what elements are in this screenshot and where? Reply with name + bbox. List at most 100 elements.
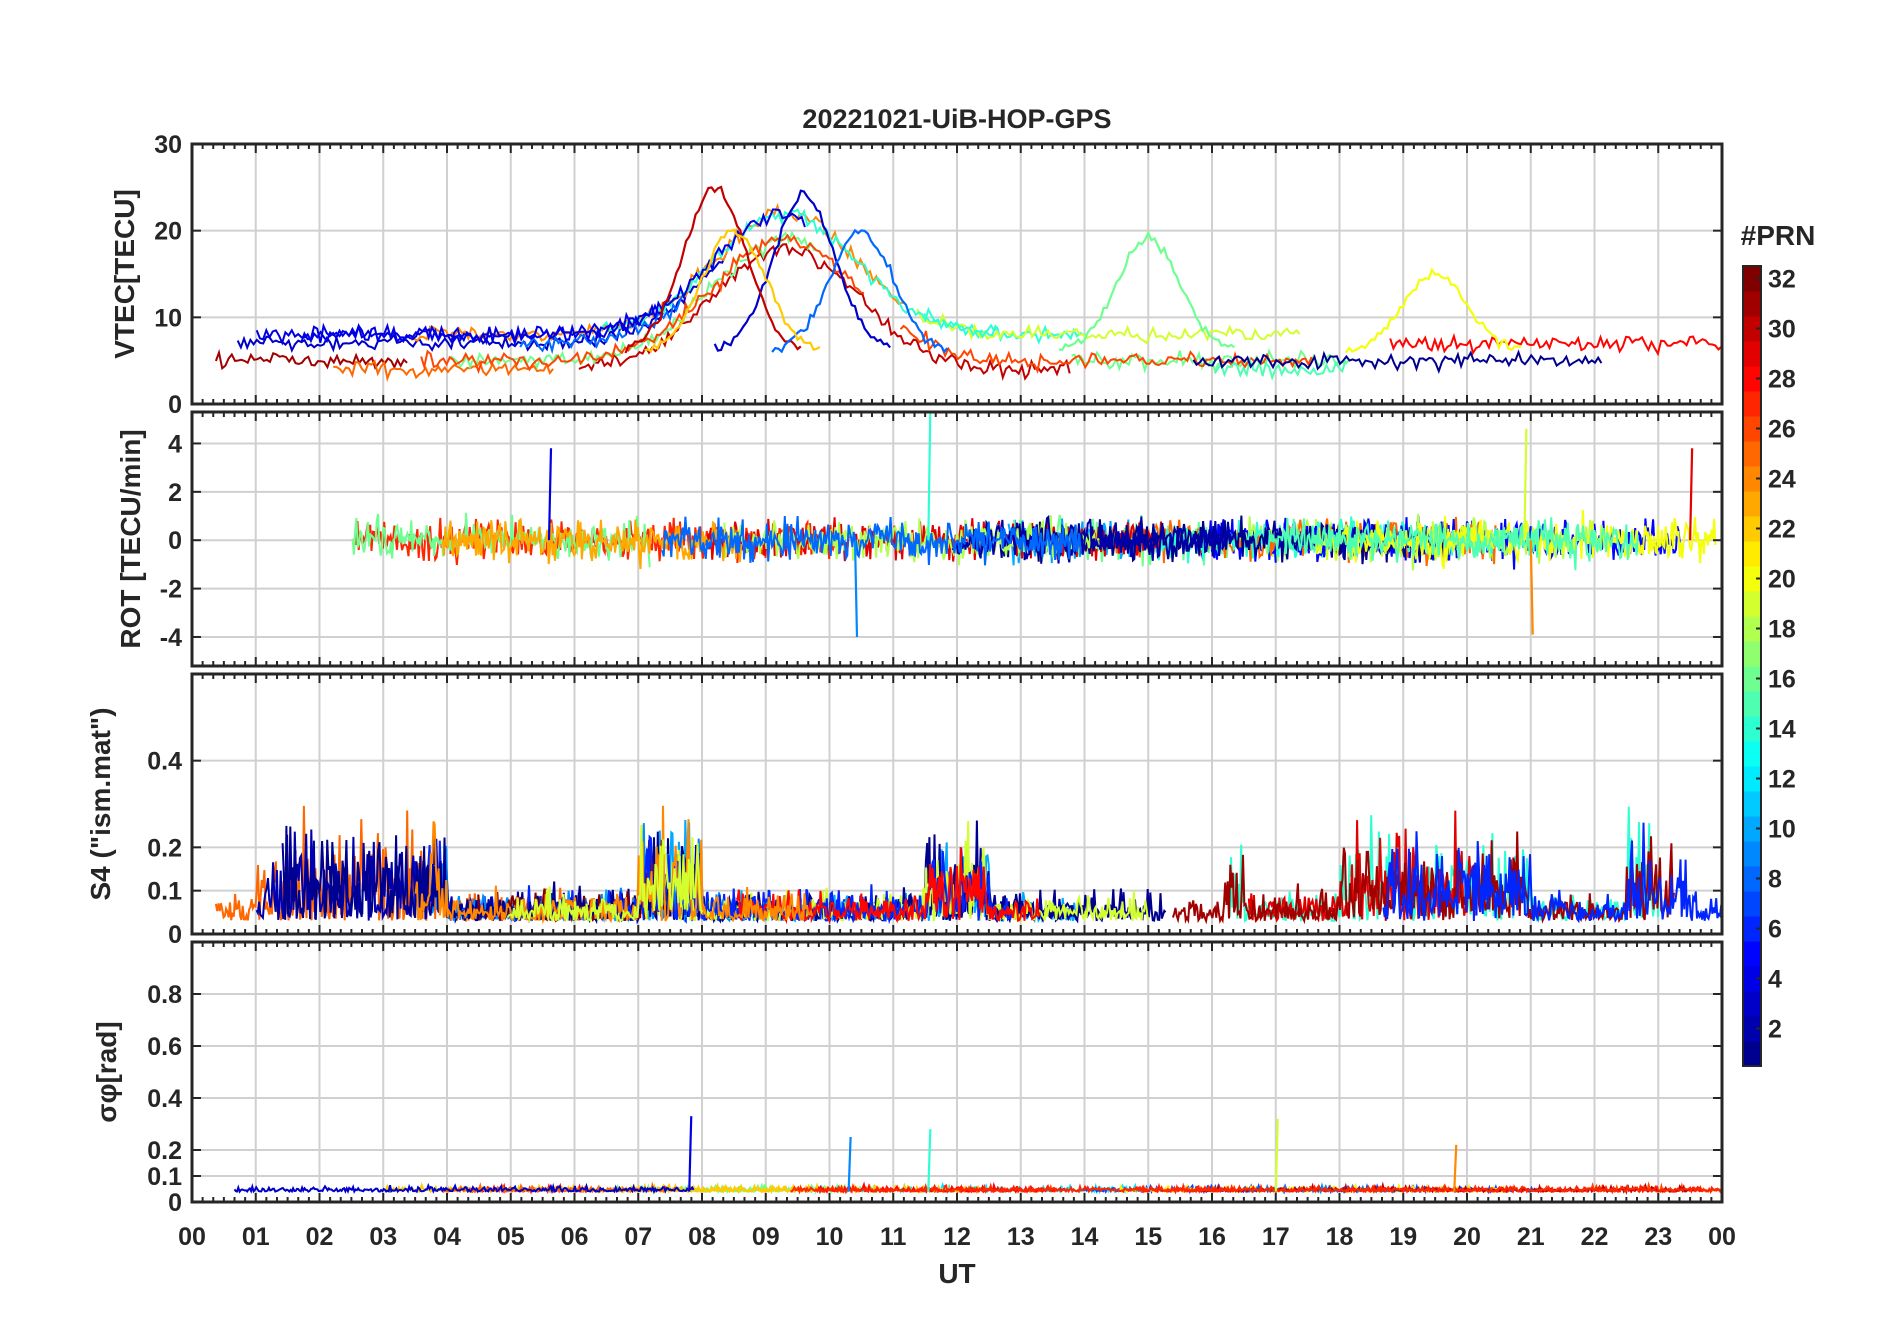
- series-prn-27: [1359, 1183, 1722, 1195]
- x-tick-label: 21: [1517, 1223, 1545, 1251]
- series-prn-19: [506, 824, 704, 924]
- x-tick-label: 23: [1644, 1223, 1672, 1251]
- series-prn-26: [420, 233, 865, 375]
- colorbar-tick-label: 10: [1768, 816, 1796, 844]
- x-axis-label: UT: [938, 1258, 975, 1289]
- colorbar-block-10: [1743, 816, 1761, 842]
- series-prn-1: [1192, 349, 1603, 374]
- colorbar-block-13: [1743, 741, 1761, 767]
- y-tick-label: 0.8: [147, 981, 182, 1009]
- colorbar-tick-label: 32: [1768, 266, 1796, 294]
- y-tick-label: 4: [168, 430, 182, 458]
- rot-series: [351, 412, 1717, 637]
- x-tick-label: 14: [1071, 1223, 1099, 1251]
- colorbar-tick-label: 12: [1768, 766, 1796, 794]
- series-prn-8: [519, 292, 687, 355]
- x-tick-label: 20: [1453, 1223, 1481, 1251]
- x-tick-label: 15: [1134, 1223, 1162, 1251]
- colorbar-tick-label: 24: [1768, 466, 1796, 494]
- colorbar-block-29: [1743, 341, 1761, 367]
- x-tick-label: 08: [688, 1223, 716, 1251]
- x-tick-label: 18: [1326, 1223, 1354, 1251]
- colorbar-block-26: [1743, 416, 1761, 442]
- vtec-ylabel: VTEC[TECU]: [109, 189, 140, 359]
- colorbar-title: #PRN: [1741, 220, 1816, 251]
- x-tick-label: 00: [1708, 1223, 1736, 1251]
- series-prn-25: [333, 359, 554, 382]
- spike-mark: [847, 1136, 852, 1192]
- x-tick-label: 07: [624, 1223, 652, 1251]
- rot-panel: -4 -2 0 2 4 ROT [TECU/min]: [115, 410, 1724, 668]
- series-prn-4: [300, 208, 806, 346]
- y-tick-label: 0: [168, 1189, 182, 1217]
- s4-frame: [190, 672, 1724, 936]
- y-tick-label: 0: [168, 391, 182, 419]
- series-prn-2: [951, 514, 1233, 564]
- colorbar-block-24: [1743, 466, 1761, 492]
- colorbar-block-19: [1743, 591, 1761, 617]
- colorbar-block-6: [1743, 916, 1761, 942]
- y-tick-label: 0.6: [147, 1033, 182, 1061]
- colorbar-tick-label: 22: [1768, 516, 1796, 544]
- series-prn-1: [281, 825, 712, 925]
- colorbar-frame: [1742, 265, 1762, 1067]
- spike-mark: [1529, 540, 1534, 635]
- x-tick-label: 09: [752, 1223, 780, 1251]
- s4-ytick-labels: 0 0.1 0.2 0.4: [147, 748, 182, 949]
- series-prn-16: [1071, 347, 1350, 374]
- series-prn-15: [1268, 517, 1639, 571]
- series-prn-27: [790, 1182, 1238, 1195]
- colorbar-block-23: [1743, 491, 1761, 517]
- x-tick-label: 11: [880, 1223, 907, 1251]
- colorbar-block-9: [1743, 841, 1761, 867]
- y-tick-label: 0: [168, 527, 182, 555]
- vtec-peak-prn-20: [1344, 267, 1522, 354]
- x-tick-label: 22: [1581, 1223, 1609, 1251]
- spike-mark: [927, 412, 932, 541]
- x-tick-label: 19: [1389, 1223, 1417, 1251]
- y-tick-label: 0.2: [147, 1137, 182, 1165]
- x-tick-label: 03: [369, 1223, 397, 1251]
- y-tick-label: 30: [154, 131, 182, 159]
- sigma-ylabel: σφ[rad]: [91, 1021, 122, 1122]
- vtec-series: [214, 185, 1722, 382]
- s4-panel: 0 0.1 0.2 0.4 S4 ("ism.mat"): [85, 672, 1724, 949]
- y-tick-label: 0.2: [147, 834, 182, 862]
- x-tick-label: 16: [1198, 1223, 1226, 1251]
- colorbar-block-21: [1743, 541, 1761, 567]
- y-tick-label: 0.4: [147, 748, 182, 776]
- colorbar-block-11: [1743, 791, 1761, 817]
- colorbar-block-20: [1743, 566, 1761, 592]
- sigma-series: [233, 1116, 1722, 1195]
- sigma-phi-panel: 00.10.2 0.4 0.6 0.8 σφ[rad]: [91, 940, 1724, 1217]
- x-tick-label: 13: [1007, 1223, 1035, 1251]
- colorbar-block-22: [1743, 516, 1761, 542]
- colorbar-block-3: [1743, 991, 1761, 1017]
- colorbar-tick-label: 8: [1768, 866, 1782, 894]
- spike-mark: [1523, 428, 1528, 541]
- spike-mark: [688, 1116, 693, 1192]
- colorbar-block-12: [1743, 766, 1761, 792]
- y-tick-label: 0.1: [147, 1163, 182, 1191]
- sigma-frame: [190, 940, 1724, 1204]
- vtec-peak-prn-3: [713, 189, 891, 352]
- colorbar-block-8: [1743, 866, 1761, 892]
- colorbar-block-2: [1743, 1016, 1761, 1042]
- colorbar-tick-label: 28: [1768, 366, 1796, 394]
- y-tick-label: 0: [168, 921, 182, 949]
- spike-mark: [547, 448, 553, 541]
- series-prn-31: [1171, 831, 1675, 925]
- colorbar-block-18: [1743, 616, 1761, 642]
- y-tick-label: -2: [160, 576, 182, 604]
- colorbar-block-14: [1743, 716, 1761, 742]
- colorbar-tick-label: 20: [1768, 566, 1796, 594]
- x-tick-label: 12: [943, 1223, 971, 1251]
- x-tick-label: 06: [561, 1223, 589, 1251]
- colorbar-block-1: [1743, 1041, 1761, 1067]
- x-tick-label: 00: [178, 1223, 206, 1251]
- y-tick-label: -4: [160, 624, 182, 652]
- colorbar-tick-label: 16: [1768, 666, 1796, 694]
- vtec-frame: [190, 142, 1724, 406]
